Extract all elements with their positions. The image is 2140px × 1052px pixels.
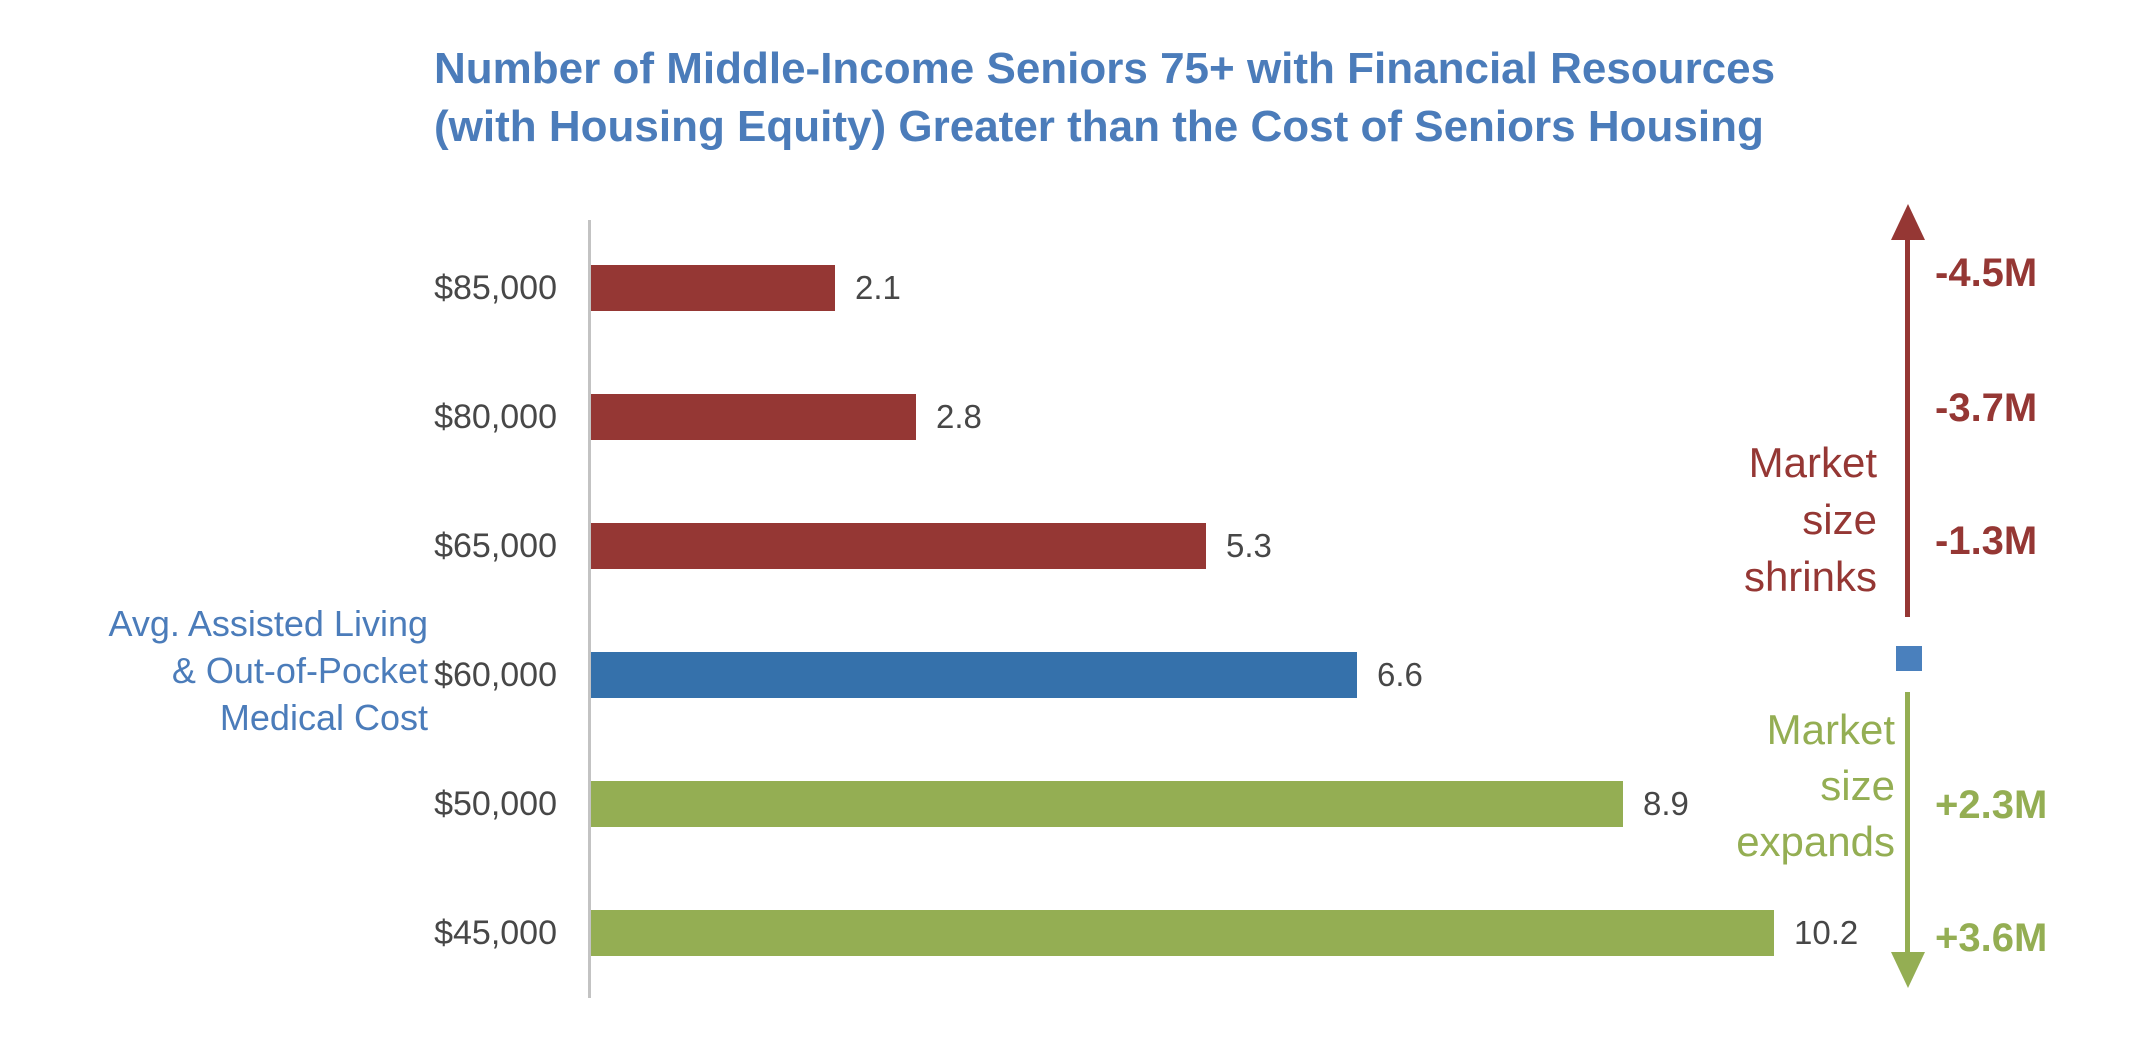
shrink-arrow-line [1905, 238, 1910, 617]
expand-note: Market size expands [1736, 702, 1895, 870]
bar [591, 265, 835, 311]
expand-note-line2: size [1820, 762, 1895, 809]
chart-title-line2: (with Housing Equity) Greater than the C… [434, 102, 1764, 151]
category-label: $60,000 [434, 656, 557, 694]
category-label: $45,000 [434, 914, 557, 952]
bar [591, 394, 916, 440]
category-label: $85,000 [434, 269, 557, 307]
bar [591, 910, 1774, 956]
bar [591, 652, 1357, 698]
category-label: $65,000 [434, 527, 557, 565]
expand-note-line1: Market [1766, 706, 1895, 753]
bar [591, 781, 1623, 827]
category-axis-title: Avg. Assisted Living & Out-of-Pocket Med… [108, 600, 428, 741]
shrink-note-line2: size [1802, 496, 1877, 543]
shrink-value-65k: -1.3M [1935, 519, 2038, 563]
expand-arrow-line [1905, 692, 1910, 954]
value-label: 10.2 [1794, 914, 1859, 951]
expand-value-50k: +2.3M [1935, 783, 2048, 827]
expand-note-line3: expands [1736, 818, 1895, 865]
value-label: 8.9 [1643, 785, 1689, 822]
shrink-value-85k: -4.5M [1935, 251, 2038, 295]
category-axis-line [588, 220, 591, 998]
category-axis-title-line2: & Out-of-Pocket [171, 650, 428, 691]
category-label: $50,000 [434, 785, 557, 823]
expand-value-45k: +3.6M [1935, 916, 2048, 960]
up-arrow-icon [1891, 204, 1925, 240]
shrink-value-80k: -3.7M [1935, 386, 2038, 430]
value-label: 5.3 [1226, 527, 1272, 564]
baseline-marker-square [1896, 646, 1922, 671]
chart-title-line1: Number of Middle-Income Seniors 75+ with… [434, 44, 1776, 93]
category-label: $80,000 [434, 398, 557, 436]
value-label: 2.1 [855, 269, 901, 306]
shrink-note-line3: shrinks [1743, 553, 1877, 600]
value-label: 6.6 [1377, 656, 1423, 693]
down-arrow-icon [1891, 952, 1925, 988]
bar [591, 523, 1206, 569]
shrink-note: Market size shrinks [1744, 434, 1877, 605]
category-axis-title-line3: Medical Cost [219, 697, 428, 738]
value-label: 2.8 [936, 398, 982, 435]
shrink-note-line1: Market [1748, 439, 1877, 486]
category-axis-title-line1: Avg. Assisted Living [108, 603, 428, 644]
chart-title: Number of Middle-Income Seniors 75+ with… [434, 40, 1775, 156]
